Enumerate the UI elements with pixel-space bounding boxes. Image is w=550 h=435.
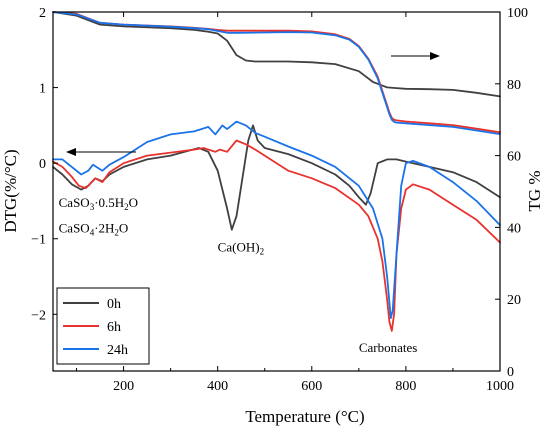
y-right-axis-title: TG % (525, 170, 544, 211)
annotation-label: CaSO3·0.5H2O (59, 195, 138, 212)
arrow-right-head (430, 52, 440, 60)
y-left-tick-label: −2 (31, 308, 46, 323)
y-left-tick-label: 1 (39, 82, 46, 97)
legend: 0h 6h 24h (56, 287, 150, 365)
arrow-left-head (66, 148, 76, 156)
plot-frame (52, 11, 501, 372)
legend-label-0h: 0h (107, 297, 121, 312)
annotations: Ca(OH)2 Carbonates CaSO3·0.5H2O CaSO4·2H2O (59, 52, 440, 355)
series-line-tg-6h (52, 11, 501, 134)
y-right-tick-label: 20 (507, 293, 521, 308)
x-axis-title: Temperature (°C) (245, 407, 364, 426)
series-line-dtg-24h (52, 120, 501, 319)
y-right-tick-label: 60 (507, 150, 521, 165)
legend-label-6h: 6h (107, 320, 121, 335)
x-tick-label: 400 (207, 379, 228, 394)
y-right-tick-label: 80 (507, 78, 521, 93)
annotation-label: CaSO4·2H2O (59, 221, 129, 238)
x-tick-label: 200 (113, 379, 134, 394)
series-line-tg-24h (52, 11, 501, 135)
series-line-tg-0h (52, 11, 501, 98)
x-tick-label: 1000 (486, 379, 514, 394)
y-left-tick-label: 2 (39, 6, 46, 21)
y-right-tick-label: 0 (507, 365, 514, 380)
y-right-tick-label: 40 (507, 221, 521, 236)
x-tick-label: 600 (301, 379, 322, 394)
plot-lines (52, 11, 501, 332)
y-left-tick-label: 0 (39, 157, 46, 172)
annotation-label: Carbonates (359, 340, 417, 355)
annotation-label: Ca(OH)2 (218, 240, 264, 257)
y-left-tick-label: −1 (31, 233, 46, 248)
series-line-dtg-6h (52, 139, 501, 332)
axes (52, 11, 501, 372)
x-tick-label: 800 (395, 379, 416, 394)
y-left-axis-title: DTG(%/°C) (1, 149, 20, 232)
legend-label-24h: 24h (107, 343, 128, 358)
y-right-tick-label: 100 (507, 6, 528, 21)
